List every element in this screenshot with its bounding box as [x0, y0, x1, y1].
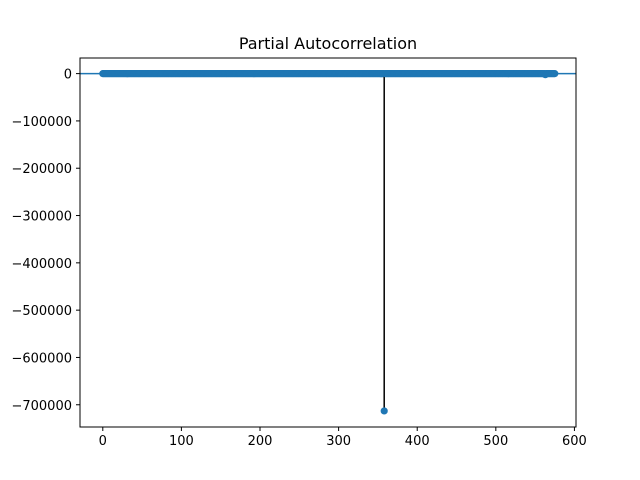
plot-area: [79, 57, 577, 428]
x-tick-label: 400: [405, 434, 430, 449]
y-tick-label: −100000: [11, 115, 72, 130]
stem-series: [99, 70, 559, 415]
y-tick-label: −200000: [11, 162, 72, 177]
x-tick-label: 100: [169, 434, 194, 449]
y-tick-label: −700000: [11, 399, 72, 414]
y-tick-label: −600000: [11, 351, 72, 366]
x-tick-label: 500: [483, 434, 508, 449]
x-axis: 0 100 200 300 400 500 600: [99, 427, 587, 449]
y-tick-label: −500000: [11, 304, 72, 319]
y-axis: 0 −100000 −200000 −300000 −400000 −500000 −600…: [11, 68, 80, 414]
x-tick-label: 200: [248, 434, 273, 449]
x-tick-label: 300: [326, 434, 351, 449]
y-tick-label: 0: [64, 68, 72, 83]
y-tick-label: −300000: [11, 210, 72, 225]
y-tick-label: −400000: [11, 257, 72, 272]
chart-title: Partial Autocorrelation: [239, 34, 417, 53]
x-tick-label: 0: [99, 434, 107, 449]
x-tick-label: 600: [562, 434, 587, 449]
plot-frame: [79, 57, 577, 428]
stem-marker: [380, 407, 388, 415]
stem-marker: [551, 70, 559, 78]
